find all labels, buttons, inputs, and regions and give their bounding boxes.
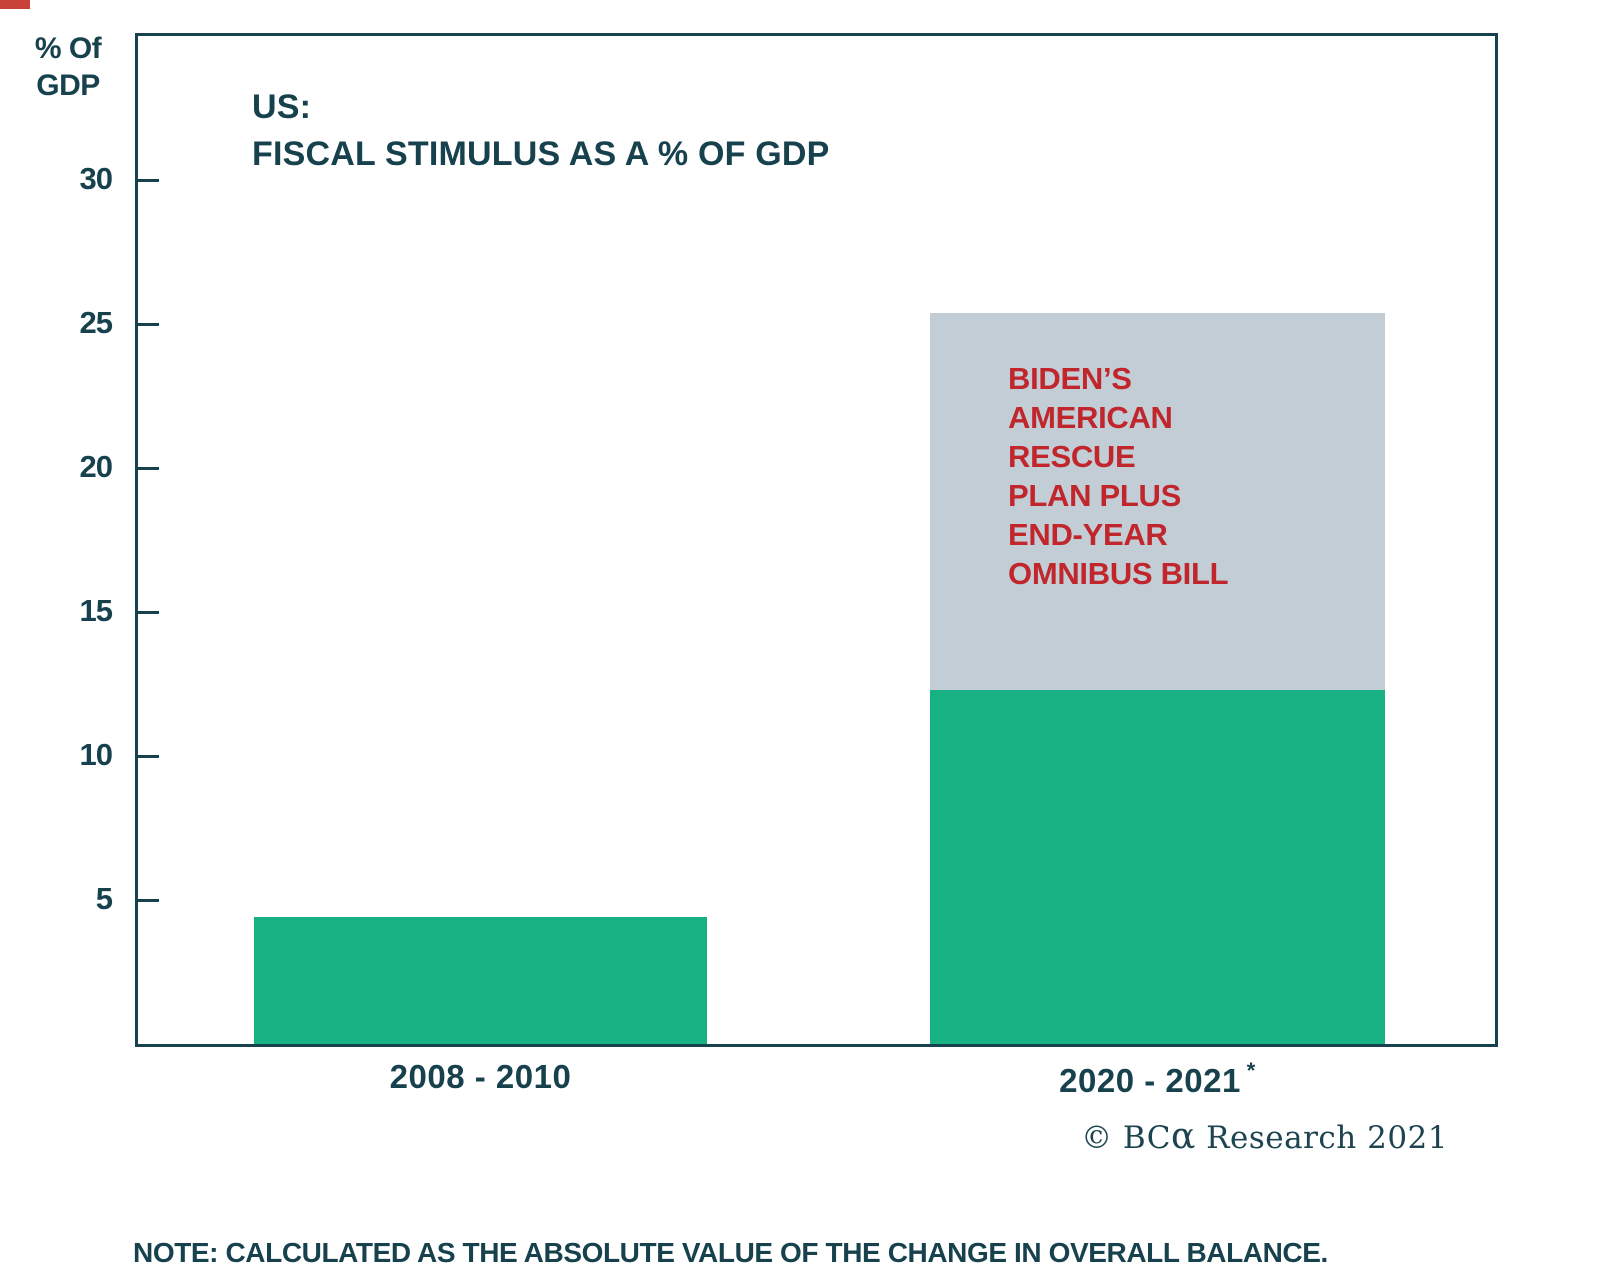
y-tick-label-10: 10 [79,737,113,772]
chart-title: US: FISCAL STIMULUS AS A % OF GDP [252,84,830,178]
x-category-label-1: 2008 - 2010 [390,1058,572,1096]
y-tick-mark-10 [138,755,159,758]
bar-annotation-biden-rescue-plan: BIDEN’S AMERICAN RESCUE PLAN PLUS END-YEAR OM… [1008,359,1229,593]
footnotes: NOTE: CALCULATED AS THE ABSOLUTE VALUE O… [133,1150,1547,1281]
bar-annotation-line: OMNIBUS BILL [1008,555,1229,591]
copyright-suffix: Research 2021 [1195,1120,1448,1156]
y-tick-label-30: 30 [79,161,113,196]
x-category-text: 2008 - 2010 [389,1058,572,1095]
y-tick-mark-25 [138,323,159,326]
y-tick-mark-20 [138,467,159,470]
bar-annotation-line: END-YEAR [1008,516,1168,552]
bar-annotation-line: RESCUE [1008,438,1136,474]
y-tick-label-20: 20 [79,449,113,484]
y-tick-mark-15 [138,611,159,614]
chart-title-line2: FISCAL STIMULUS AS A % OF GDP [252,135,830,173]
bar-1-segment-enacted-stimulus [254,917,707,1044]
y-axis-unit-line1: % Of [34,32,102,65]
copyright-line: © BCα Research 2021 [1081,1116,1448,1157]
y-tick-label-15: 15 [79,593,113,628]
y-tick-mark-30 [138,179,159,182]
footnote-note: NOTE: CALCULATED AS THE ABSOLUTE VALUE O… [133,1237,1328,1268]
y-tick-label-25: 25 [79,305,113,340]
y-axis-unit-label: % Of GDP [18,30,118,104]
y-axis-unit-line2: GDP [36,69,100,102]
chart-title-line1: US: [252,88,312,126]
x-category-asterisk: * [1246,1058,1256,1083]
red-corner-mark [0,0,30,9]
y-tick-mark-5 [138,899,159,902]
x-category-text: 2020 - 2021 [1059,1062,1241,1099]
bar-2-segment-biden-rescue-plan-plus-omnibus: BIDEN’S AMERICAN RESCUE PLAN PLUS END-YEAR OM… [930,312,1385,690]
bar-annotation-line: AMERICAN [1008,399,1173,435]
x-category-label-2: 2020 - 2021 * [1059,1058,1256,1100]
plot-area: US: FISCAL STIMULUS AS A % OF GDP BIDEN’… [135,33,1498,1047]
copyright-alpha-glyph: α [1171,1116,1196,1157]
copyright-prefix: © BC [1081,1120,1172,1156]
bar-2-segment-enacted-stimulus [930,689,1385,1044]
y-tick-label-5: 5 [95,881,113,916]
bar-annotation-line: PLAN PLUS [1008,477,1181,513]
bar-annotation-line: BIDEN’S [1008,360,1132,396]
